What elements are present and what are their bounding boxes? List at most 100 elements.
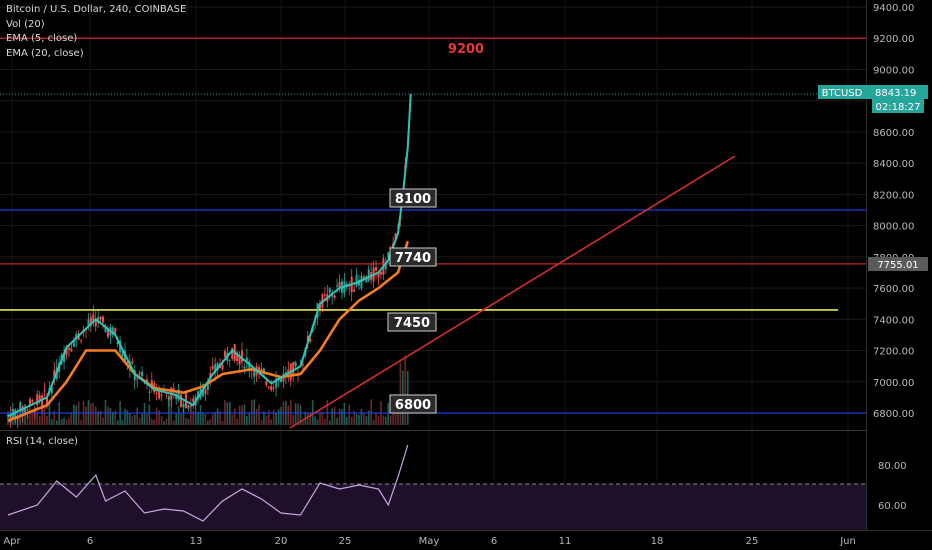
volume-bar	[68, 417, 70, 425]
volume-bar	[382, 415, 385, 425]
volume-bar	[216, 408, 219, 425]
candle-body	[309, 338, 312, 342]
candle-body	[260, 368, 263, 371]
time-tick-label: 6	[491, 536, 497, 547]
annotation-7740: 7740	[389, 247, 437, 267]
time-tick-label: Jun	[839, 536, 856, 547]
candle-body	[141, 371, 144, 377]
volume-bar	[280, 406, 282, 425]
volume-bar	[307, 413, 309, 425]
volume-bar	[163, 420, 165, 425]
candle-body	[243, 366, 246, 369]
volume-bar	[70, 412, 73, 425]
volume-bar	[55, 420, 58, 425]
volume-bar	[238, 405, 241, 425]
vol-indicator-label[interactable]: Vol (20)	[6, 18, 45, 30]
trendline[interactable]	[289, 155, 736, 429]
price-tick-label: 9000.00	[873, 65, 914, 76]
volume-bar	[324, 418, 326, 425]
volume-bar	[346, 417, 348, 425]
candle-body	[384, 263, 387, 270]
candle-body	[70, 348, 73, 352]
volume-bar	[260, 420, 263, 425]
candle-body	[328, 288, 331, 293]
annotation-8100: 8100	[389, 188, 437, 208]
time-tick-label: 20	[275, 536, 288, 547]
candle-body	[338, 281, 341, 288]
candle-body	[148, 391, 151, 393]
candle-body	[99, 316, 102, 320]
rsi-line	[7, 444, 409, 522]
candle-body	[189, 405, 192, 408]
volume-bar	[92, 402, 95, 425]
ema5-indicator-label[interactable]: EMA (5, close)	[6, 33, 78, 44]
volume-bar	[375, 413, 377, 425]
volume-bar	[102, 417, 104, 425]
candle-body	[360, 276, 363, 289]
svg-text:6800: 6800	[395, 398, 431, 413]
volume-bar	[51, 419, 53, 425]
volume-bar	[138, 418, 141, 425]
candle-body	[158, 390, 161, 399]
candle-body	[211, 365, 214, 369]
volume-bar	[289, 399, 292, 425]
volume-bar	[211, 414, 214, 425]
candle-body	[270, 386, 273, 391]
volume-bar	[133, 414, 136, 425]
candle-body	[67, 347, 70, 350]
time-tick-label: 25	[746, 536, 759, 547]
symbol-title[interactable]: Bitcoin / U.S. Dollar, 240, COINBASE	[6, 4, 187, 15]
time-tick-label: 11	[559, 536, 572, 547]
candle-body	[375, 267, 378, 271]
candle-body	[236, 352, 239, 361]
candle-body	[306, 335, 309, 342]
time-tick-label: 6	[87, 536, 93, 547]
candle-body	[80, 340, 83, 342]
volume-bar	[182, 409, 185, 425]
volume-bar	[53, 410, 56, 425]
time-axis[interactable]: Apr 6 13 20 25 May 6 11 18 25 Jun	[0, 530, 932, 548]
candle-body	[353, 289, 356, 292]
volume-bar	[151, 419, 153, 425]
volume-bar	[46, 416, 48, 425]
candle-body	[182, 403, 185, 408]
candle-body	[19, 402, 22, 412]
volume-bar	[353, 410, 355, 425]
volume-bar	[172, 420, 175, 425]
rsi-indicator-label[interactable]: RSI (14, close)	[6, 436, 79, 447]
volume-bar	[221, 420, 224, 425]
volume-bar	[336, 418, 338, 425]
price-tick-label: 8000.00	[873, 222, 914, 233]
volume-bar	[248, 413, 251, 425]
volume-bar	[377, 416, 380, 425]
volume-bar	[358, 414, 360, 425]
time-tick-label: 13	[190, 536, 203, 547]
rsi-band	[0, 484, 866, 530]
candle-body	[221, 364, 224, 370]
candle-body	[294, 361, 297, 367]
candle-body	[362, 276, 365, 279]
volume-bar	[302, 420, 304, 425]
candle-body	[319, 305, 321, 311]
candle-body	[180, 394, 183, 407]
annotation-6800: 6800	[389, 394, 437, 414]
volume-bar	[209, 419, 212, 425]
volume-bar	[331, 408, 333, 425]
volume-bar	[258, 404, 260, 425]
candle-body	[248, 361, 251, 370]
volume-bar	[316, 419, 319, 425]
volume-bar	[107, 406, 109, 425]
candle-body	[216, 363, 219, 371]
rsi-tick-label: 60.00	[878, 501, 907, 512]
candle-body	[197, 391, 200, 399]
volume-bar	[314, 416, 316, 425]
candle-body	[167, 396, 170, 401]
volume-bar	[236, 418, 238, 425]
volume-bar	[389, 415, 392, 425]
svg-text:7450: 7450	[394, 316, 430, 331]
ema20-indicator-label[interactable]: EMA (20, close)	[6, 47, 84, 59]
volume-bar	[26, 415, 29, 425]
volume-bar	[341, 409, 343, 425]
candle-body	[89, 317, 92, 326]
